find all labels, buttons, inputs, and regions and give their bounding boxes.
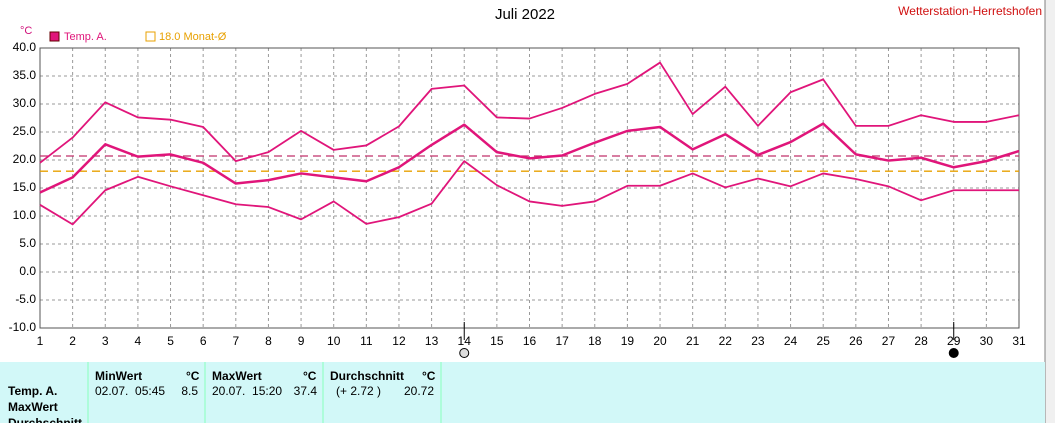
y-tick-label: 30.0 <box>13 96 37 110</box>
legend-label: Temp. A. <box>64 31 107 43</box>
x-tick-label: 26 <box>849 334 863 348</box>
x-tick-label: 14 <box>458 334 472 348</box>
x-tick-label: 18 <box>588 334 602 348</box>
table-cell: 20.07. 15:20 <box>212 384 282 398</box>
x-tick-label: 1 <box>37 334 44 348</box>
table-cell: 02.07. 05:45 <box>95 384 165 398</box>
x-tick-label: 29 <box>947 334 961 348</box>
x-tick-label: 22 <box>719 334 733 348</box>
y-tick-label: 15.0 <box>13 180 37 194</box>
x-tick-label: 28 <box>914 334 928 348</box>
x-tick-label: 9 <box>298 334 305 348</box>
legend-label: 18.0 Monat-Ø <box>159 31 227 43</box>
x-tick-label: 19 <box>621 334 635 348</box>
row-label: Temp. A. <box>8 384 57 398</box>
row-label: Durchschnitt <box>8 416 82 423</box>
x-tick-label: 16 <box>523 334 537 348</box>
x-tick-label: 10 <box>327 334 341 348</box>
x-tick-label: 12 <box>392 334 406 348</box>
y-tick-label: 0.0 <box>19 264 36 278</box>
temperature-line <box>39 122 1020 194</box>
temperature-line <box>39 61 1020 164</box>
temperature-line <box>39 160 1019 226</box>
row-label: MaxWert <box>8 400 58 414</box>
y-tick-label: -5.0 <box>15 292 36 306</box>
x-tick-label: 13 <box>425 334 439 348</box>
y-tick-label: 20.0 <box>13 152 37 166</box>
moon-icon <box>948 348 959 358</box>
chart-title: Juli 2022 <box>495 6 555 23</box>
chart-background <box>0 0 1045 362</box>
x-tick-label: 11 <box>360 334 373 348</box>
x-tick-label: 17 <box>555 334 569 348</box>
x-tick-label: 21 <box>686 334 700 348</box>
y-tick-label: 35.0 <box>13 68 37 82</box>
y-tick-label: 40.0 <box>13 40 37 54</box>
x-tick-label: 5 <box>167 334 174 348</box>
table-header: °C <box>422 369 436 383</box>
x-tick-label: 20 <box>653 334 667 348</box>
moon-icon <box>459 348 470 358</box>
legend-swatch <box>49 31 60 42</box>
y-unit: °C <box>20 25 32 37</box>
table-header: Durchschnitt <box>330 369 404 383</box>
x-tick-label: 24 <box>784 334 798 348</box>
x-tick-label: 7 <box>232 334 239 348</box>
table-cell: 8.5 <box>181 384 198 398</box>
table-cell: (+ 2.72 ) <box>336 384 381 398</box>
plot-frame <box>39 47 1020 329</box>
side-bar <box>1045 0 1055 423</box>
x-tick-label: 8 <box>265 334 272 348</box>
y-tick-label: -10.0 <box>9 320 37 334</box>
y-tick-label: 10.0 <box>13 208 37 222</box>
table-header: MaxWert <box>212 369 262 383</box>
table-header: °C <box>303 369 317 383</box>
x-tick-label: 23 <box>751 334 765 348</box>
table-header: MinWert <box>95 369 142 383</box>
x-tick-label: 2 <box>69 334 76 348</box>
x-tick-label: 15 <box>490 334 504 348</box>
legend-swatch <box>145 31 156 42</box>
y-tick-label: 5.0 <box>19 236 36 250</box>
table-cell: 20.72 <box>404 384 434 398</box>
x-tick-label: 3 <box>102 334 109 348</box>
station-name: Wetterstation-Herretshofen <box>898 4 1042 18</box>
table-panel <box>0 362 1045 423</box>
x-tick-label: 27 <box>882 334 896 348</box>
x-tick-label: 31 <box>1012 334 1026 348</box>
y-tick-label: 25.0 <box>13 124 37 138</box>
x-tick-label: 6 <box>200 334 207 348</box>
x-tick-label: 25 <box>817 334 831 348</box>
x-tick-label: 30 <box>980 334 994 348</box>
table-cell: 37.4 <box>294 384 318 398</box>
x-tick-label: 4 <box>135 334 142 348</box>
table-header: °C <box>186 369 200 383</box>
